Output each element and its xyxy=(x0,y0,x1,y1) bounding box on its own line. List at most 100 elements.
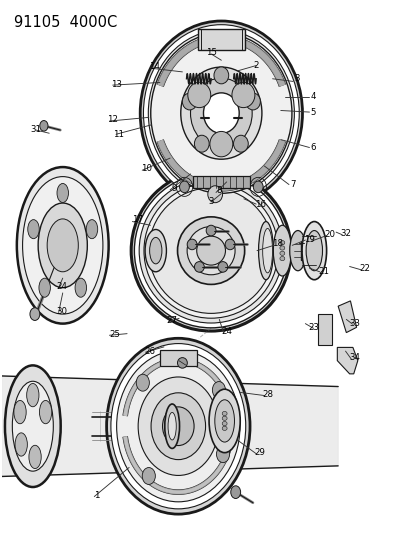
Text: 22: 22 xyxy=(358,264,369,272)
Ellipse shape xyxy=(207,186,222,203)
Ellipse shape xyxy=(75,278,86,297)
Ellipse shape xyxy=(40,120,48,131)
Ellipse shape xyxy=(196,236,225,265)
Text: 24: 24 xyxy=(221,327,232,335)
Ellipse shape xyxy=(214,400,234,442)
Ellipse shape xyxy=(39,278,50,297)
Ellipse shape xyxy=(38,203,87,288)
Ellipse shape xyxy=(12,381,53,471)
Ellipse shape xyxy=(140,21,302,205)
Ellipse shape xyxy=(222,426,227,431)
Text: 19: 19 xyxy=(303,235,314,244)
Ellipse shape xyxy=(225,239,235,249)
Polygon shape xyxy=(337,301,356,333)
Ellipse shape xyxy=(29,445,41,469)
Text: 4: 4 xyxy=(310,92,316,101)
Ellipse shape xyxy=(305,231,322,271)
Text: 10: 10 xyxy=(140,164,152,173)
Text: 3: 3 xyxy=(208,198,214,206)
Ellipse shape xyxy=(279,256,284,261)
Text: 23: 23 xyxy=(307,323,318,332)
Ellipse shape xyxy=(245,93,260,110)
Polygon shape xyxy=(337,348,357,374)
Text: 34: 34 xyxy=(348,353,359,362)
Text: 33: 33 xyxy=(349,319,360,328)
Text: 3: 3 xyxy=(294,74,299,83)
Ellipse shape xyxy=(179,181,189,192)
Text: 32: 32 xyxy=(340,229,351,238)
Ellipse shape xyxy=(134,173,287,328)
Text: 15: 15 xyxy=(205,48,216,57)
Ellipse shape xyxy=(148,30,294,196)
Ellipse shape xyxy=(131,170,290,331)
Text: 18: 18 xyxy=(272,239,283,248)
Ellipse shape xyxy=(203,93,239,133)
Ellipse shape xyxy=(26,383,39,407)
Ellipse shape xyxy=(258,222,273,280)
Ellipse shape xyxy=(17,167,108,324)
Text: 16: 16 xyxy=(254,199,265,208)
Text: 6: 6 xyxy=(310,143,316,152)
Ellipse shape xyxy=(279,240,284,245)
Ellipse shape xyxy=(217,262,227,272)
Text: 12: 12 xyxy=(107,115,118,124)
FancyBboxPatch shape xyxy=(317,314,331,345)
Text: 27: 27 xyxy=(166,316,177,325)
Ellipse shape xyxy=(136,374,149,391)
Ellipse shape xyxy=(143,25,299,201)
Ellipse shape xyxy=(5,366,61,487)
Ellipse shape xyxy=(139,178,282,323)
Ellipse shape xyxy=(230,486,240,498)
Ellipse shape xyxy=(216,446,229,463)
Ellipse shape xyxy=(144,183,278,318)
Ellipse shape xyxy=(140,21,302,205)
Ellipse shape xyxy=(47,219,78,272)
Ellipse shape xyxy=(194,262,204,272)
Text: 26: 26 xyxy=(144,346,155,356)
Ellipse shape xyxy=(57,183,68,203)
Ellipse shape xyxy=(145,230,166,272)
Ellipse shape xyxy=(116,351,240,502)
Ellipse shape xyxy=(187,239,197,249)
FancyBboxPatch shape xyxy=(197,29,244,50)
Ellipse shape xyxy=(222,411,227,416)
FancyBboxPatch shape xyxy=(159,350,196,366)
Ellipse shape xyxy=(148,188,273,313)
Ellipse shape xyxy=(142,467,155,484)
Text: 30: 30 xyxy=(56,307,67,316)
Ellipse shape xyxy=(212,382,225,399)
Text: 25: 25 xyxy=(109,330,120,338)
Ellipse shape xyxy=(182,93,197,110)
Ellipse shape xyxy=(301,222,326,280)
Ellipse shape xyxy=(180,67,261,159)
Text: 11: 11 xyxy=(113,130,124,139)
Ellipse shape xyxy=(177,217,244,285)
Text: 13: 13 xyxy=(110,79,121,88)
Ellipse shape xyxy=(164,404,179,448)
Text: 9: 9 xyxy=(171,184,176,193)
Ellipse shape xyxy=(30,308,40,320)
Ellipse shape xyxy=(279,251,284,255)
FancyBboxPatch shape xyxy=(192,176,249,188)
Ellipse shape xyxy=(23,176,103,314)
Ellipse shape xyxy=(273,225,291,276)
Text: 1: 1 xyxy=(93,491,99,500)
Text: 8: 8 xyxy=(216,187,221,196)
Text: 17: 17 xyxy=(131,215,142,224)
Text: 5: 5 xyxy=(310,108,316,117)
Ellipse shape xyxy=(194,135,209,152)
Ellipse shape xyxy=(214,67,228,84)
Ellipse shape xyxy=(150,33,291,193)
Ellipse shape xyxy=(151,393,205,459)
Ellipse shape xyxy=(28,220,39,239)
Ellipse shape xyxy=(222,416,227,421)
Ellipse shape xyxy=(39,400,52,424)
Text: 20: 20 xyxy=(324,230,335,239)
Ellipse shape xyxy=(289,231,305,271)
Text: 31: 31 xyxy=(31,125,41,133)
Ellipse shape xyxy=(279,246,284,250)
Ellipse shape xyxy=(187,227,235,275)
Polygon shape xyxy=(2,376,337,477)
Ellipse shape xyxy=(162,407,194,446)
Ellipse shape xyxy=(233,135,248,152)
